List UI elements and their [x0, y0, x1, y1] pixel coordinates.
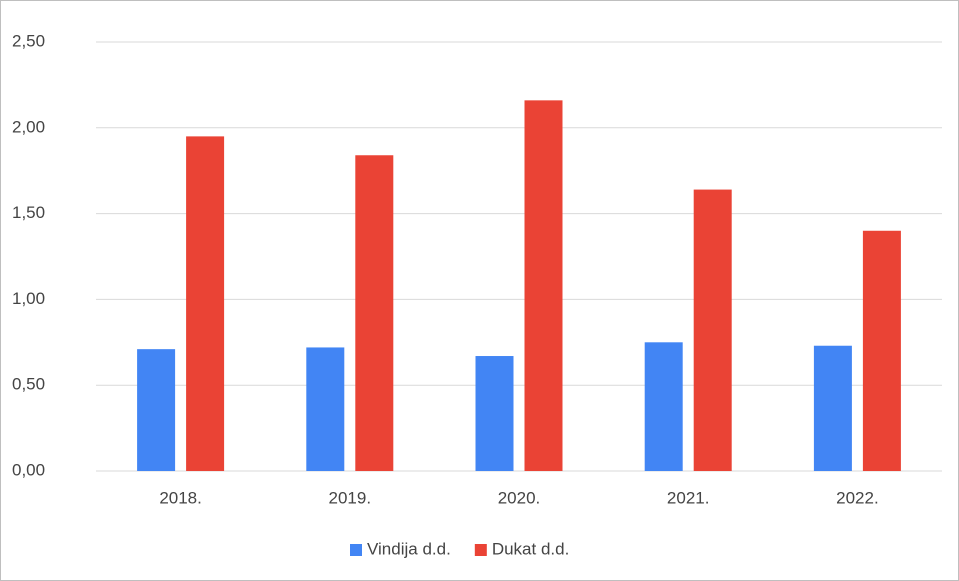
- bar: [355, 155, 394, 472]
- y-tick-label: 0,50: [12, 375, 45, 394]
- y-tick-label: 2,50: [12, 31, 45, 50]
- x-tick-label: 2018.: [159, 488, 202, 507]
- y-tick-label: 1,00: [12, 289, 45, 308]
- bar: [862, 230, 901, 471]
- x-tick-label: 2022.: [836, 488, 879, 507]
- bar: [813, 345, 852, 471]
- bar: [693, 189, 732, 472]
- bar: [137, 349, 176, 471]
- x-tick-label: 2021.: [667, 488, 710, 507]
- x-tick-label: 2020.: [498, 488, 541, 507]
- bar: [475, 356, 514, 471]
- y-tick-label: 1,50: [12, 203, 45, 222]
- legend-label: Vindija d.d.: [367, 539, 451, 558]
- legend-label: Dukat d.d.: [492, 539, 570, 558]
- legend-swatch: [474, 544, 487, 556]
- y-tick-label: 2,00: [12, 117, 45, 136]
- legend-swatch: [350, 544, 362, 556]
- y-tick-label: 0,00: [12, 460, 45, 479]
- bar: [644, 342, 683, 471]
- bar: [524, 100, 563, 472]
- x-tick-label: 2019.: [329, 488, 372, 507]
- bar: [306, 347, 345, 471]
- bar: [186, 136, 225, 471]
